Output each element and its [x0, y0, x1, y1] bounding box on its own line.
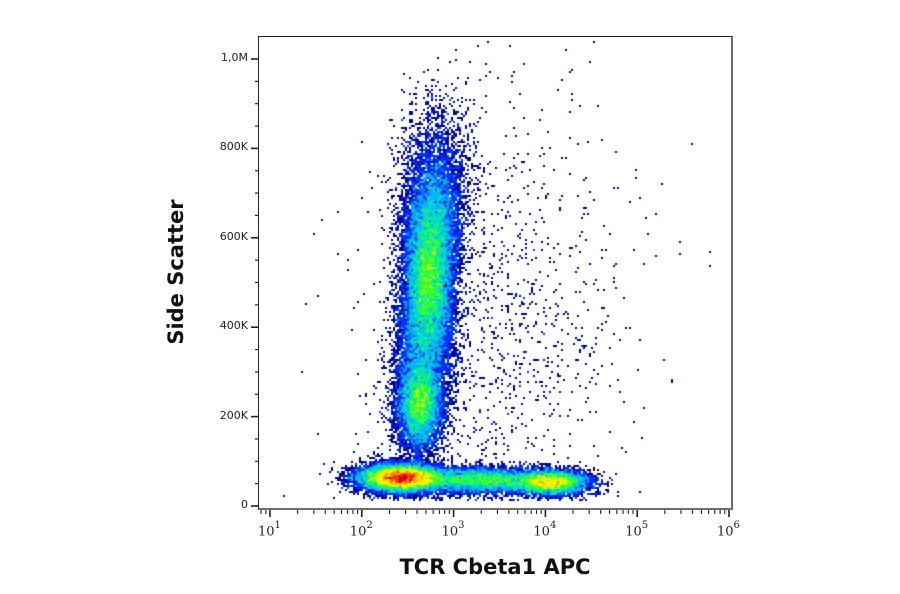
- y-tick-label: 600K: [219, 229, 248, 243]
- x-tick-label: 103: [441, 520, 465, 540]
- x-tick-label: 102: [349, 520, 373, 540]
- x-tick-label: 101: [258, 520, 281, 540]
- density-dot-plot: [259, 37, 731, 508]
- tick-exponent: 2: [366, 520, 373, 531]
- y-tick-label: 0: [241, 498, 248, 511]
- tick-exponent: 1: [274, 520, 281, 531]
- tick-exponent: 5: [641, 520, 649, 531]
- tick-exponent: 6: [733, 520, 740, 531]
- x-tick-label: 104: [533, 520, 557, 540]
- tick-base: 10: [349, 524, 367, 540]
- x-axis-label: TCR Cbeta1 APC: [399, 555, 591, 579]
- y-tick-label: 800K: [219, 140, 248, 154]
- plot-area: [258, 36, 733, 510]
- x-tick-label: 106: [717, 520, 740, 540]
- tick-exponent: 4: [549, 520, 557, 531]
- x-tick-label: 105: [625, 520, 649, 540]
- y-tick-label: 400K: [219, 319, 248, 333]
- tick-exponent: 3: [458, 520, 465, 531]
- tick-base: 10: [441, 524, 459, 540]
- tick-base: 10: [717, 524, 734, 540]
- y-tick-label: 200K: [219, 408, 248, 422]
- tick-base: 10: [625, 524, 642, 540]
- tick-base: 10: [533, 524, 550, 540]
- y-tick-label: 1,0M: [221, 51, 248, 64]
- tick-base: 10: [258, 524, 275, 540]
